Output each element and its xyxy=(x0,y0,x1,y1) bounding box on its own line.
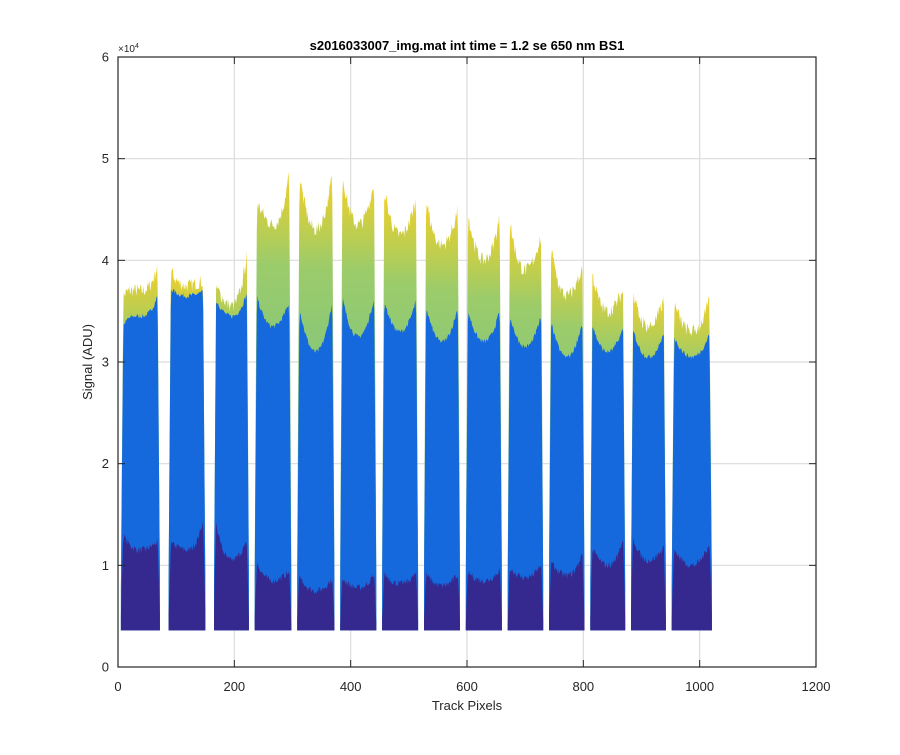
segment-group xyxy=(382,194,419,631)
segment-group xyxy=(297,176,335,631)
x-tick-label: 200 xyxy=(223,679,245,694)
segment-dark-area xyxy=(340,574,377,631)
x-tick-label: 400 xyxy=(340,679,362,694)
axes: 0 200 400 600 800 1000 1200 0 1 2 3 4 5 6 xyxy=(102,50,831,695)
segment-mid-area xyxy=(254,295,292,631)
segment-dark-area xyxy=(168,521,206,631)
segment-group xyxy=(214,250,249,631)
segment-mid-area xyxy=(214,293,249,631)
segment-dark-area xyxy=(297,575,335,631)
segment-dark-area xyxy=(214,522,249,631)
segment-dark-area xyxy=(382,571,419,631)
segment-mid-area xyxy=(590,327,626,631)
y-tick-label: 5 xyxy=(102,151,109,166)
x-tick-label: 0 xyxy=(114,679,121,694)
segment-dark-area xyxy=(424,571,460,631)
y-tick-label: 1 xyxy=(102,558,109,573)
x-tick-label: 1000 xyxy=(685,679,714,694)
segment-group xyxy=(340,179,377,631)
chart-text: s2016033007_img.mat int time = 1.2 se 65… xyxy=(80,38,624,713)
y-tick-label: 6 xyxy=(102,50,109,65)
segment-mid-area xyxy=(465,312,502,631)
chart-title: s2016033007_img.mat int time = 1.2 se 65… xyxy=(310,38,625,53)
y-axis-exponent: ×104 xyxy=(118,43,139,55)
segment-mid-area xyxy=(382,300,419,631)
segment-dark-area xyxy=(671,545,712,631)
segment-dark-area xyxy=(465,568,502,631)
segment-group xyxy=(590,273,626,631)
segment-mid-area xyxy=(297,304,335,631)
segment-mid-area xyxy=(671,334,712,631)
segment-dark-area xyxy=(507,564,544,631)
segment-group xyxy=(507,224,544,631)
y-tick-label: 4 xyxy=(102,253,109,268)
segment-group xyxy=(424,204,460,631)
x-tick-label: 800 xyxy=(572,679,594,694)
segment-group xyxy=(549,250,585,631)
segment-group xyxy=(671,296,712,631)
y-tick-label: 2 xyxy=(102,456,109,471)
segment-dark-area xyxy=(120,534,160,631)
segment-dark-area xyxy=(590,541,626,631)
segment-dark-area xyxy=(631,537,666,631)
segment-mid-area xyxy=(340,298,377,631)
x-axis-label: Track Pixels xyxy=(432,698,503,713)
x-tick-label: 600 xyxy=(456,679,478,694)
segment-group xyxy=(254,171,292,631)
x-tick-label: 1200 xyxy=(802,679,831,694)
y-tick-label: 3 xyxy=(102,355,109,370)
segment-mid-area xyxy=(507,318,544,631)
segment-mid-area xyxy=(549,323,585,631)
y-axis-exponent-power: 4 xyxy=(135,43,139,50)
segment-group xyxy=(120,264,160,631)
segment-dark-area xyxy=(254,562,292,631)
segment-group xyxy=(631,292,666,631)
y-axis-label: Signal (ADU) xyxy=(80,324,95,400)
segment-group xyxy=(465,214,502,631)
segment-mid-area xyxy=(424,310,460,631)
data-series xyxy=(120,171,712,631)
segment-dark-area xyxy=(549,553,585,631)
y-tick-label: 0 xyxy=(102,660,109,675)
segment-group xyxy=(168,268,206,631)
